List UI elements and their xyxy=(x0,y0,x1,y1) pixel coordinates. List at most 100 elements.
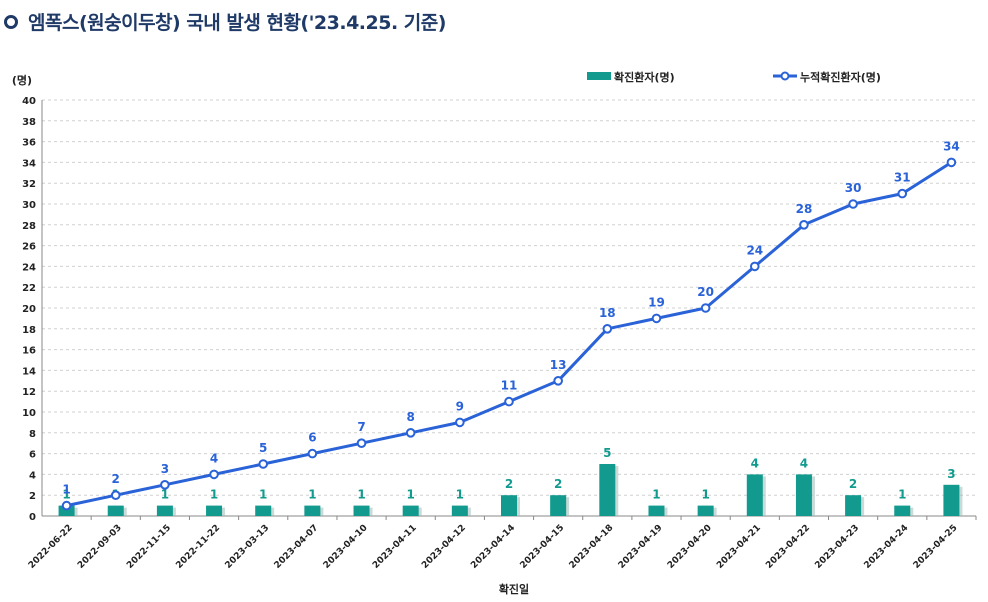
line-data-label: 13 xyxy=(550,358,567,372)
y-tick-label: 4 xyxy=(29,470,36,481)
bar-data-label: 1 xyxy=(357,488,365,502)
grid-lines xyxy=(41,99,976,517)
bar xyxy=(501,495,517,516)
x-tick-label: 2023-04-23 xyxy=(813,523,861,571)
bar-data-label: 1 xyxy=(62,488,70,502)
x-tick-label: 2023-04-24 xyxy=(863,523,911,571)
line-data-label: 20 xyxy=(697,285,714,299)
bar-data-label: 2 xyxy=(505,477,513,491)
bar-data-label: 2 xyxy=(554,477,562,491)
line-point xyxy=(61,500,72,511)
legend: 확진환자(명) 누적확진환자(명) xyxy=(587,70,881,84)
line-point xyxy=(799,220,809,230)
line-point xyxy=(749,261,760,272)
x-tick-label: 2023-04-12 xyxy=(420,523,468,571)
bar xyxy=(599,464,616,516)
bar xyxy=(255,505,272,516)
x-axis-ticks: 2022-06-22 2022-09-03 2022-11-15 2022-11-22… xyxy=(27,516,977,571)
x-tick-label: 2023-03-13 xyxy=(224,523,272,571)
bar-data-label: 5 xyxy=(603,446,611,460)
bar xyxy=(943,484,960,516)
legend-line-marker xyxy=(780,71,790,81)
line-point xyxy=(700,303,711,313)
line-point xyxy=(110,490,121,501)
line-data-label: 5 xyxy=(259,441,267,455)
line-data-label: 30 xyxy=(845,181,862,195)
x-tick-label: 2023-04-18 xyxy=(568,523,616,571)
x-tick-label: 2023-04-19 xyxy=(617,523,665,571)
bar-data-label: 1 xyxy=(898,488,906,502)
x-tick-label: 2023-04-15 xyxy=(518,523,566,571)
y-tick-label: 20 xyxy=(22,304,36,315)
bar-data-label: 4 xyxy=(751,456,759,470)
bar xyxy=(697,505,714,516)
legend-line-label: 누적확진환자(명) xyxy=(800,70,881,84)
y-tick-label: 22 xyxy=(22,283,36,294)
line-data-label: 28 xyxy=(796,202,813,216)
line-point xyxy=(209,469,219,480)
line-point xyxy=(258,459,269,469)
y-tick-label: 2 xyxy=(29,491,36,502)
cumulative-line xyxy=(66,161,953,508)
x-tick-label: 2023-04-10 xyxy=(322,523,370,571)
line-point xyxy=(651,313,662,324)
bar xyxy=(402,505,419,516)
y-tick-label: 34 xyxy=(22,158,36,169)
line-data-label: 9 xyxy=(456,399,464,413)
x-tick-label: 2022-11-15 xyxy=(125,523,173,571)
legend-bar-swatch xyxy=(587,72,611,80)
y-tick-label: 38 xyxy=(22,117,36,128)
bar-data-label: 2 xyxy=(849,477,857,491)
bar xyxy=(550,495,567,516)
y-tick-label: 0 xyxy=(29,512,36,523)
bar xyxy=(845,495,862,516)
line-data-label: 7 xyxy=(357,420,365,434)
bar-data-label: 1 xyxy=(161,488,169,502)
title-bullet-icon xyxy=(4,14,18,29)
bar xyxy=(795,474,812,516)
line-point xyxy=(848,199,858,209)
bar xyxy=(156,505,173,516)
x-tick-label: 2023-04-20 xyxy=(666,523,714,571)
y-tick-label: 6 xyxy=(29,450,36,461)
x-axis-title: 확진일 xyxy=(499,582,529,596)
bar xyxy=(304,505,321,516)
line-data-label: 2 xyxy=(112,472,120,486)
line-data-label: 8 xyxy=(407,410,415,424)
bar-data-label: 1 xyxy=(701,488,709,502)
bar xyxy=(206,505,223,516)
legend-bar-label: 확진환자(명) xyxy=(614,70,675,84)
bar xyxy=(648,505,665,516)
bar xyxy=(894,505,911,516)
line-point xyxy=(455,417,465,428)
bar-data-label: 1 xyxy=(652,488,660,502)
x-tick-label: 2023-04-25 xyxy=(912,523,960,571)
line-point xyxy=(504,396,514,407)
bar-data-label: 1 xyxy=(259,488,267,502)
bar-data-label: 3 xyxy=(947,467,955,481)
line-data-label: 24 xyxy=(746,243,763,257)
line-point xyxy=(160,480,170,490)
line-point xyxy=(356,438,367,449)
x-tick-label: 2022-11-22 xyxy=(174,523,222,571)
y-tick-label: 12 xyxy=(22,387,36,398)
line-data-label: 3 xyxy=(161,462,169,476)
y-tick-label: 32 xyxy=(22,179,36,190)
y-tick-label: 10 xyxy=(22,408,36,419)
page-title: 엠폭스(원숭이두창) 국내 발생 현황('23.4.25. 기준) xyxy=(28,12,446,34)
bar-data-label: 1 xyxy=(456,488,464,502)
line-data-label: 4 xyxy=(210,451,218,465)
y-tick-label: 18 xyxy=(22,325,36,336)
bar xyxy=(353,505,370,516)
x-tick-label: 2022-09-03 xyxy=(76,523,124,571)
bar-series: 1111111112251144213 xyxy=(58,446,963,516)
line-data-label: 1 xyxy=(62,483,70,497)
bar-data-label: 1 xyxy=(308,488,316,502)
y-tick-label: 24 xyxy=(22,262,36,273)
line-point xyxy=(602,324,613,334)
line-data-label: 6 xyxy=(308,431,316,445)
line-point xyxy=(897,188,908,199)
